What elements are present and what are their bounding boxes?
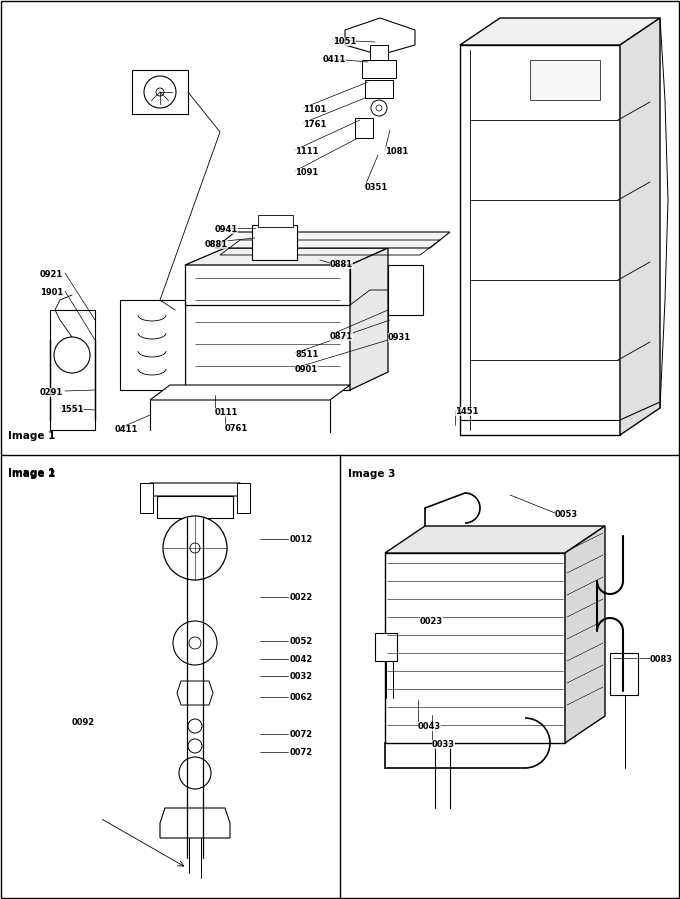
Bar <box>258 215 293 227</box>
Circle shape <box>188 719 202 733</box>
Bar <box>610 653 638 695</box>
Text: 0042: 0042 <box>290 655 313 664</box>
Polygon shape <box>185 248 388 265</box>
Polygon shape <box>50 310 95 430</box>
Text: 0411: 0411 <box>115 425 138 434</box>
Polygon shape <box>120 300 185 390</box>
Text: 0921: 0921 <box>40 270 63 279</box>
Text: 0411: 0411 <box>323 55 346 64</box>
Polygon shape <box>565 526 605 743</box>
Bar <box>355 118 373 138</box>
Bar <box>375 633 397 661</box>
Text: 0012: 0012 <box>290 535 313 544</box>
Text: 0931: 0931 <box>388 333 411 342</box>
Polygon shape <box>185 305 350 390</box>
Bar <box>157 496 233 518</box>
Bar <box>132 70 188 114</box>
Polygon shape <box>460 18 660 45</box>
Text: 1551: 1551 <box>60 405 84 414</box>
Polygon shape <box>385 526 605 553</box>
Text: Image 2: Image 2 <box>8 469 55 479</box>
Bar <box>362 60 396 78</box>
Text: Image 1: Image 1 <box>8 468 55 478</box>
Text: 0901: 0901 <box>295 365 318 374</box>
Text: Image 1: Image 1 <box>8 431 55 441</box>
Polygon shape <box>350 248 388 390</box>
Circle shape <box>54 337 90 373</box>
Bar <box>370 45 388 60</box>
Polygon shape <box>177 681 213 705</box>
Bar <box>252 225 297 260</box>
Polygon shape <box>620 18 660 435</box>
Text: 1451: 1451 <box>455 407 479 416</box>
Bar <box>365 80 393 98</box>
Polygon shape <box>237 483 250 513</box>
Circle shape <box>371 100 387 116</box>
Text: 1091: 1091 <box>295 168 318 177</box>
Text: Image 3: Image 3 <box>348 469 395 479</box>
Polygon shape <box>150 385 350 400</box>
Text: 0072: 0072 <box>290 748 313 757</box>
Circle shape <box>376 105 382 111</box>
Circle shape <box>188 739 202 753</box>
Text: 0023: 0023 <box>420 617 443 626</box>
Text: 0043: 0043 <box>418 722 441 731</box>
Text: 0761: 0761 <box>225 424 248 433</box>
Text: 0941: 0941 <box>215 225 238 234</box>
Polygon shape <box>160 808 230 838</box>
Text: 0083: 0083 <box>650 655 673 664</box>
Text: 0351: 0351 <box>365 183 388 192</box>
Text: 0022: 0022 <box>290 593 313 602</box>
Text: 0291: 0291 <box>40 388 63 397</box>
Circle shape <box>173 621 217 665</box>
Polygon shape <box>140 483 153 513</box>
Text: 1901: 1901 <box>40 288 63 297</box>
Text: 0881: 0881 <box>205 240 228 249</box>
Text: 0092: 0092 <box>72 718 95 727</box>
Text: 0881: 0881 <box>330 260 353 269</box>
Polygon shape <box>460 45 620 435</box>
Text: 8511: 8511 <box>295 350 318 359</box>
Circle shape <box>144 76 176 108</box>
Text: 1081: 1081 <box>385 147 408 156</box>
Text: 0062: 0062 <box>290 693 313 702</box>
Bar <box>388 265 423 315</box>
Bar <box>530 60 600 100</box>
Text: 0053: 0053 <box>555 510 578 519</box>
Text: 0033: 0033 <box>432 740 455 749</box>
Polygon shape <box>385 553 565 743</box>
Text: 1101: 1101 <box>303 105 326 114</box>
Text: 1761: 1761 <box>303 120 326 129</box>
Text: 1111: 1111 <box>295 147 318 156</box>
Text: 0072: 0072 <box>290 730 313 739</box>
Text: 0111: 0111 <box>215 408 239 417</box>
Circle shape <box>189 637 201 649</box>
Circle shape <box>156 88 164 96</box>
Circle shape <box>179 757 211 789</box>
Text: 0032: 0032 <box>290 672 313 681</box>
Text: 1051: 1051 <box>333 37 356 46</box>
Text: 0052: 0052 <box>290 637 313 646</box>
Circle shape <box>190 543 200 553</box>
Circle shape <box>163 516 227 580</box>
Polygon shape <box>345 18 415 55</box>
Polygon shape <box>215 232 450 248</box>
Text: 0871: 0871 <box>330 332 353 341</box>
Polygon shape <box>145 483 245 496</box>
